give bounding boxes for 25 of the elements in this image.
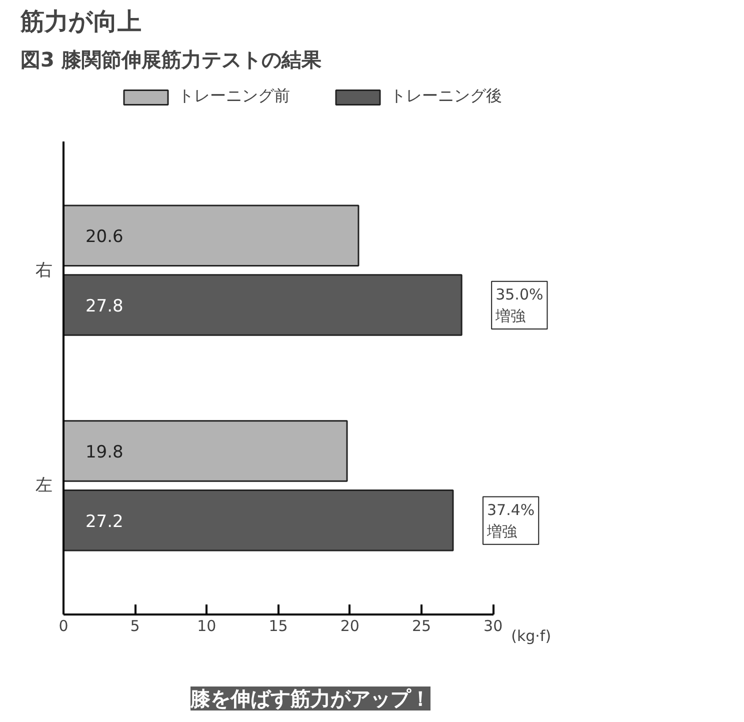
x-tick-label: 30 <box>484 616 503 635</box>
y-tick-label: 右 <box>35 260 52 280</box>
x-axis-title: (kg·f) <box>511 626 552 645</box>
x-tick-label: 15 <box>268 616 288 635</box>
chart-title: 筋力が向上 <box>20 8 142 36</box>
bar <box>62 489 454 552</box>
chart-subtitle: 図3 膝関節伸展筋力テストの結果 <box>20 48 322 72</box>
data-label: 27.8 <box>85 296 124 316</box>
x-tick-label: 25 <box>412 616 432 635</box>
x-tick-label: 20 <box>340 616 360 635</box>
annotation: 37.4% 増強 <box>486 500 535 540</box>
bar <box>62 204 360 267</box>
data-label: 27.2 <box>85 512 124 532</box>
legend-label: トレーニング前 <box>178 86 290 107</box>
data-label: 19.8 <box>85 442 124 463</box>
x-tick-label: 0 <box>58 616 68 635</box>
x-tick-label: 5 <box>130 616 140 635</box>
y-tick-label: 左 <box>35 476 52 496</box>
data-label: 20.6 <box>85 227 124 248</box>
text: 膝を伸ばす筋力がアップ！ <box>190 686 430 710</box>
bar <box>62 274 462 336</box>
legend-label: トレーニング後 <box>390 86 502 107</box>
annotation: 35.0% 増強 <box>494 285 544 325</box>
bar <box>62 420 348 482</box>
x-tick-label: 10 <box>197 616 216 635</box>
